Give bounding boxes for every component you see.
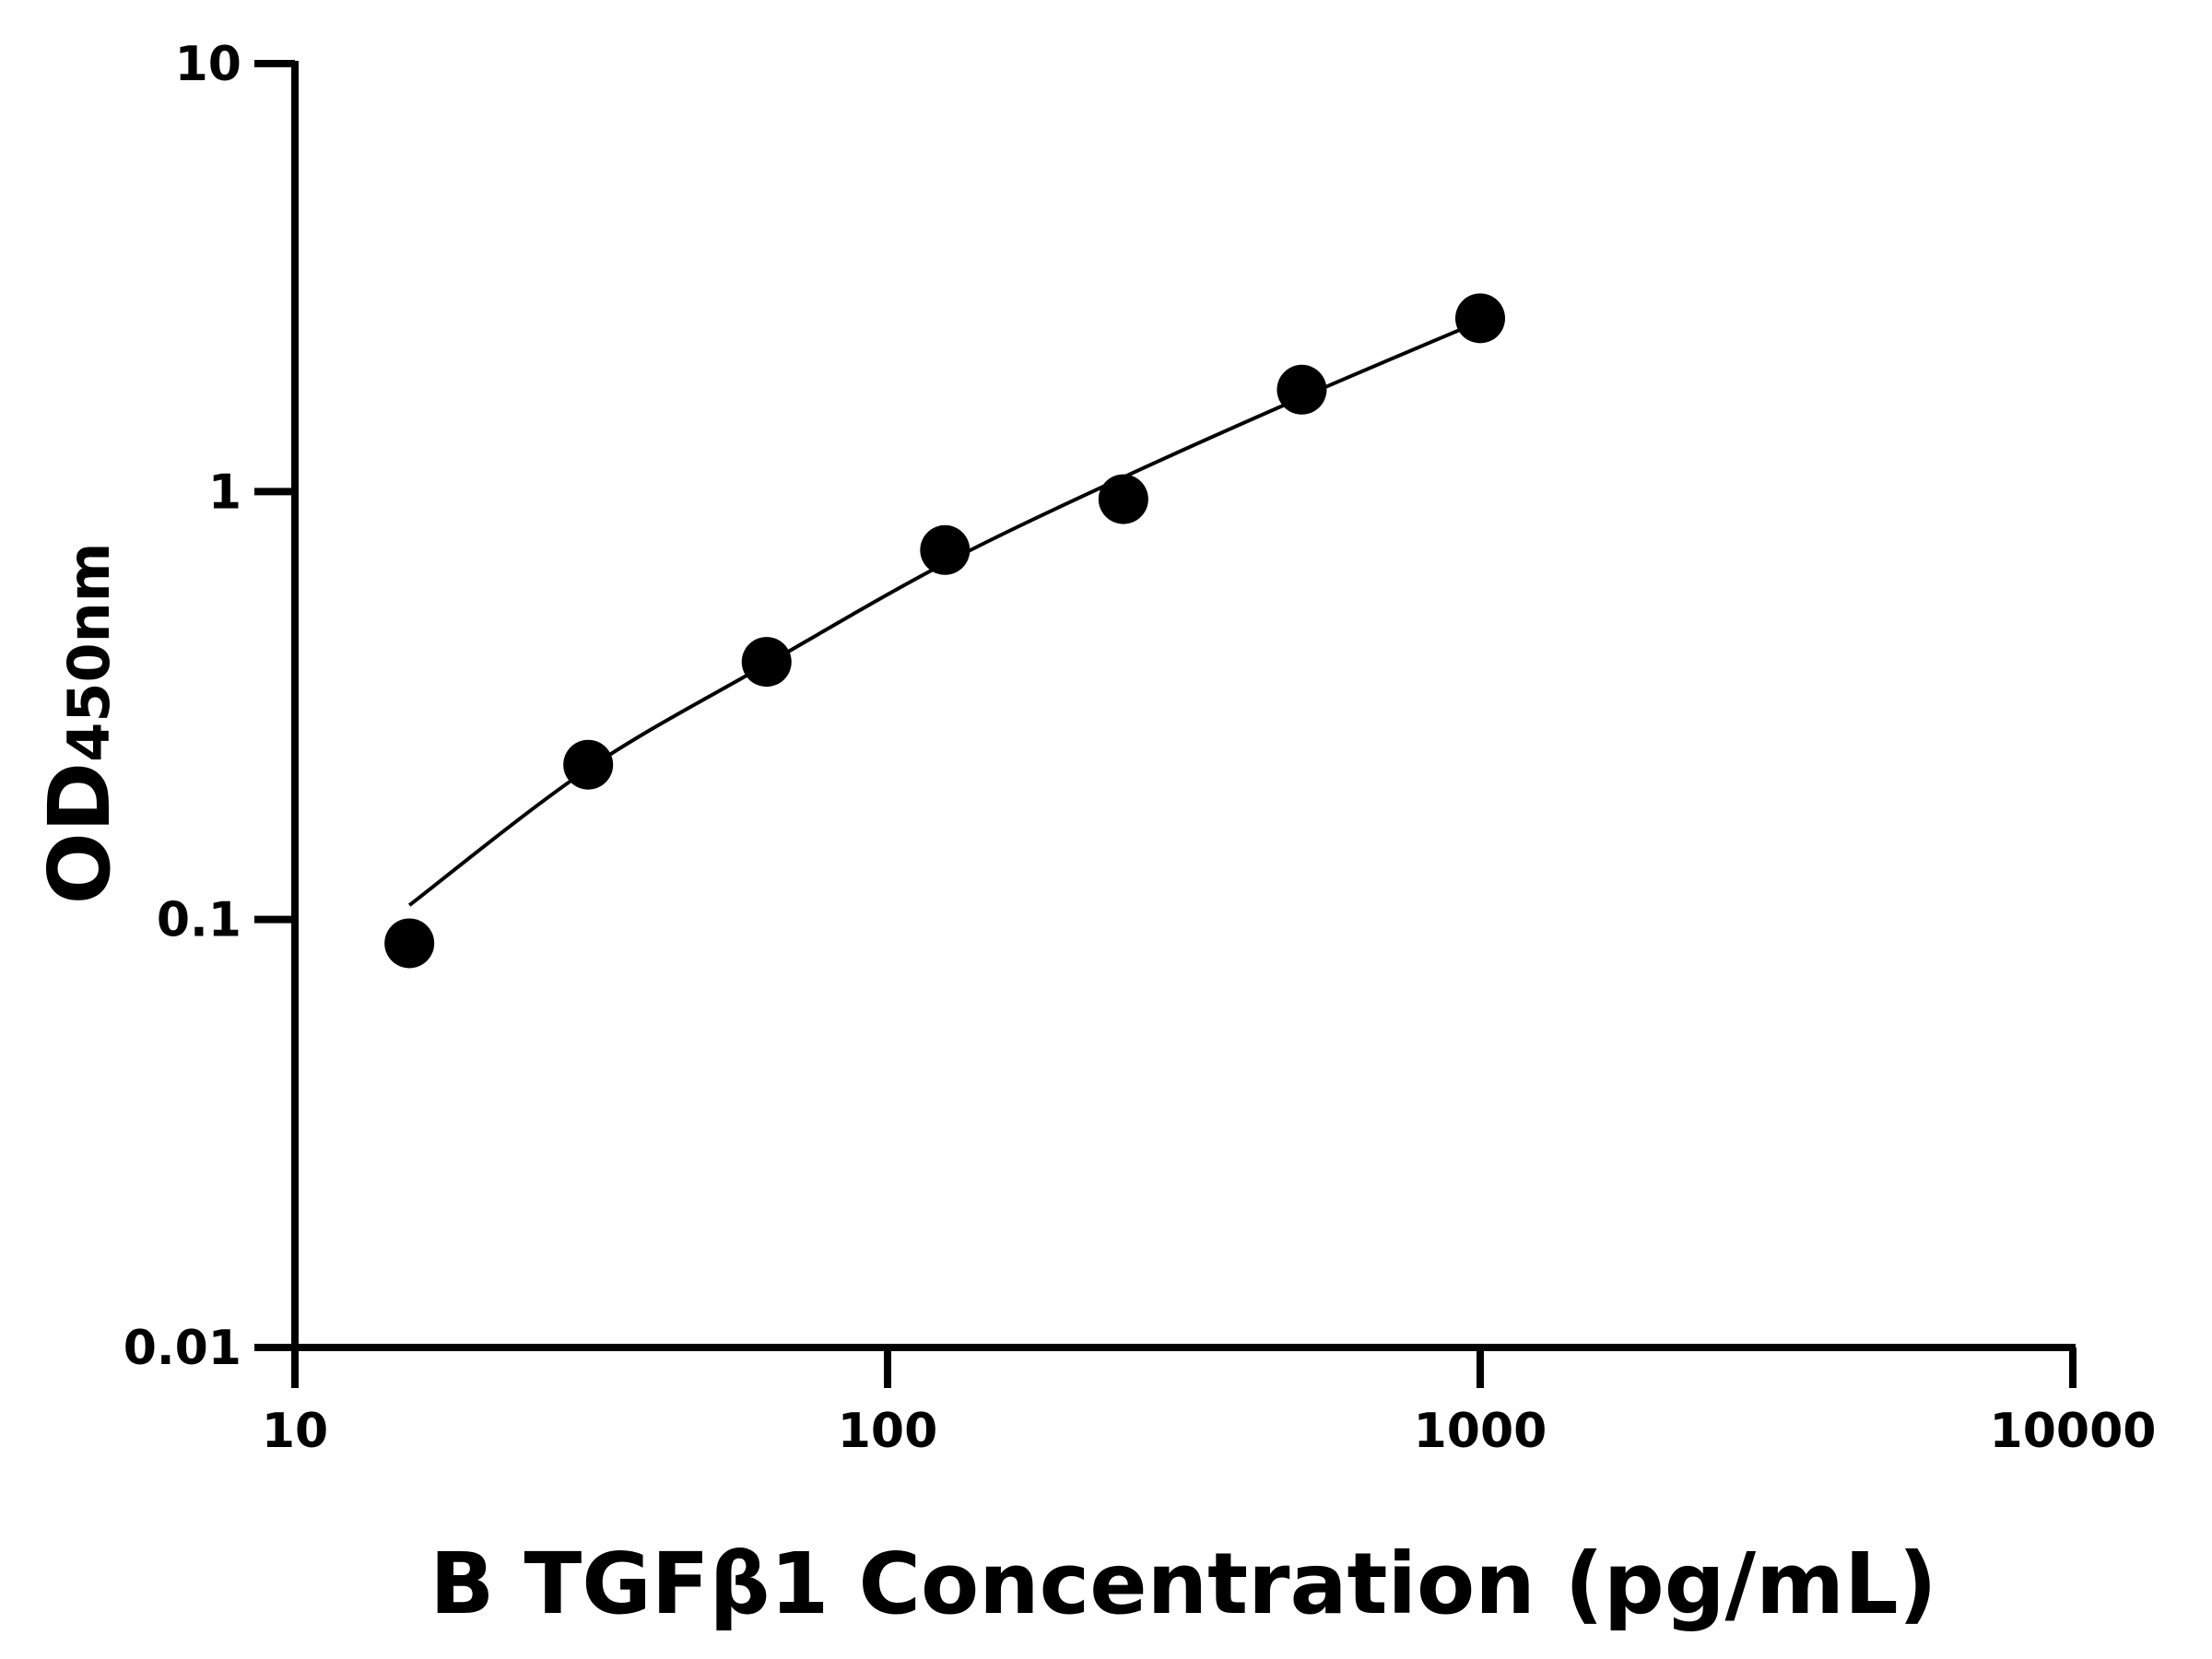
y-axis-label-main: OD — [30, 762, 129, 905]
x-tick-label: 100 — [838, 1404, 938, 1459]
data-point — [920, 524, 971, 575]
x-tick-label: 1000 — [1414, 1404, 1547, 1459]
y-axis-label: OD450nm — [30, 543, 129, 905]
data-point — [1455, 293, 1505, 344]
data-point — [384, 918, 435, 969]
fit-curve — [407, 319, 1481, 907]
y-tick-label: 0.01 — [124, 1321, 241, 1376]
data-point — [1098, 474, 1148, 524]
x-axis-label: B TGFβ1 Concentration (pg/mL) — [429, 1535, 1936, 1633]
x-tick-label: 10000 — [1990, 1404, 2157, 1459]
y-axis-label-sub: 450nm — [55, 543, 123, 762]
y-tick-label: 0.1 — [157, 893, 241, 948]
y-tick-label: 1 — [208, 465, 241, 520]
data-point — [563, 739, 614, 790]
axes — [254, 61, 2076, 1351]
x-tick-label: 10 — [262, 1404, 328, 1459]
data-point — [1277, 364, 1327, 415]
y-tick-label: 10 — [175, 37, 241, 92]
data-point — [741, 637, 792, 688]
